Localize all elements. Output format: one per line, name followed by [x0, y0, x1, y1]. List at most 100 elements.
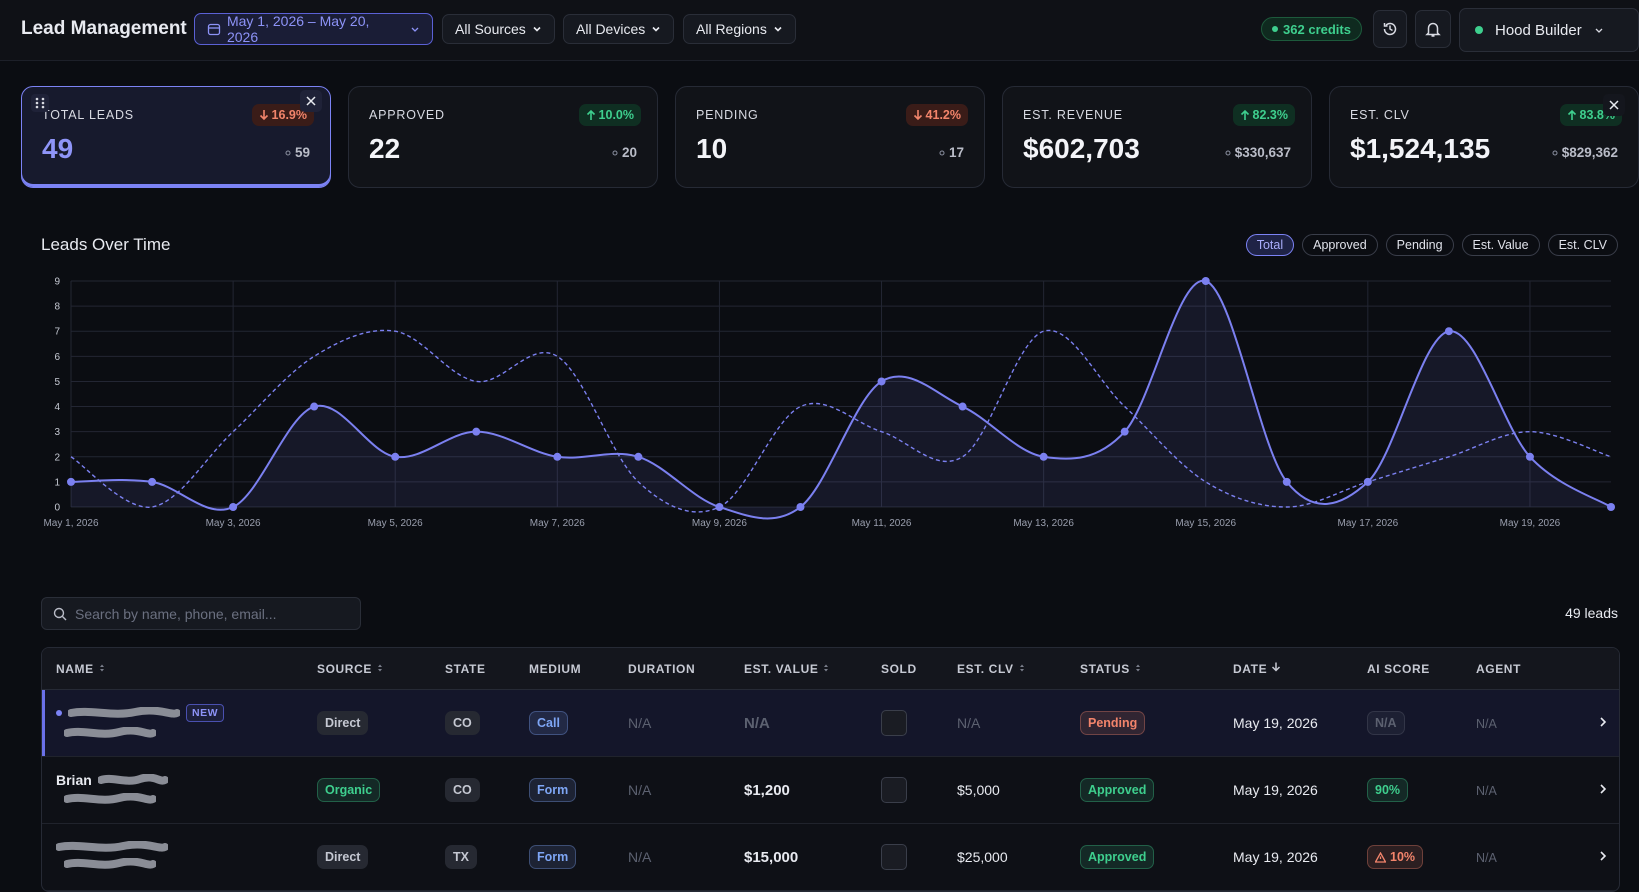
column-label: STATE — [445, 661, 486, 676]
series-area — [71, 280, 1611, 519]
column-label: AI SCORE — [1367, 661, 1430, 676]
previous-marker — [612, 150, 618, 155]
kpi-change: 10.0% — [578, 104, 641, 126]
kpi-card[interactable]: PENDING 41.2% 10 17 — [675, 86, 985, 188]
cell: TX — [431, 823, 515, 891]
kpi-card[interactable]: EST. CLV 83.8% $1,524,135 $829,362 — [1329, 86, 1639, 188]
sold-checkbox[interactable] — [881, 844, 907, 870]
cell-text: N/A — [1476, 717, 1497, 731]
column-header[interactable]: STATUS — [1066, 648, 1219, 690]
y-tick-label: 4 — [54, 402, 60, 413]
row-action[interactable] — [1584, 756, 1619, 824]
cell: N/A — [1353, 689, 1462, 757]
cell-text: $25,000 — [957, 849, 1008, 865]
filter-dropdown[interactable]: All Regions — [683, 14, 796, 44]
notifications-button[interactable] — [1415, 10, 1451, 48]
cell: $5,000 — [943, 756, 1066, 824]
cell: N/A — [730, 689, 867, 757]
cell: N/A — [1462, 823, 1584, 891]
sort-icon — [1135, 664, 1140, 671]
column-label: EST. VALUE — [744, 661, 819, 676]
date-range-picker[interactable]: May 1, 2026 – May 20, 2026 — [194, 13, 433, 45]
cell: May 19, 2026 — [1219, 756, 1353, 824]
pill-text: Direct — [325, 716, 361, 730]
cell: NEW — [42, 689, 303, 757]
redaction — [56, 841, 168, 852]
metric-toggle[interactable]: Total — [1245, 234, 1295, 256]
drag-handle[interactable] — [31, 94, 49, 112]
kpi-card[interactable]: EST. REVENUE 82.3% $602,703 $330,637 — [1002, 86, 1312, 188]
y-tick-label: 8 — [54, 302, 60, 313]
metric-toggle[interactable]: Approved — [1302, 234, 1378, 256]
table-body: NEW Direct CO Call N/A N/A N/A Pending May 19, 2… — [42, 689, 1619, 891]
history-button[interactable] — [1373, 10, 1407, 48]
filter-dropdown[interactable]: All Sources — [442, 14, 555, 44]
name-line: NEW — [56, 704, 302, 722]
column-header: MEDIUM — [515, 648, 614, 690]
search-box[interactable]: Search by name, phone, email... — [41, 597, 361, 630]
chart-title: Leads Over Time — [41, 235, 171, 254]
lead-row[interactable]: NEW Direct CO Call N/A N/A N/A Pending May 19, 2… — [42, 689, 1619, 757]
user-name: Hood Builder — [1495, 21, 1582, 39]
metric-toggle[interactable]: Est. Value — [1461, 234, 1540, 256]
lead-row[interactable]: Brian Organic CO Form N/A $1,200 $5,000 Approve… — [42, 756, 1619, 824]
filter-dropdown[interactable]: All Devices — [563, 14, 675, 44]
pill: Approved — [1080, 845, 1155, 869]
sold-checkbox[interactable] — [881, 710, 907, 736]
y-tick-label: 0 — [54, 503, 60, 514]
chevron-right — [1600, 851, 1607, 861]
cell-text: N/A — [744, 714, 770, 732]
column-header: AGENT — [1462, 648, 1584, 690]
search-placeholder: Search by name, phone, email... — [75, 605, 277, 622]
cell: $25,000 — [943, 823, 1066, 891]
metric-toggle[interactable]: Pending — [1385, 234, 1454, 256]
kpi-value: 22 — [369, 133, 401, 164]
column-header[interactable]: EST. CLV — [943, 648, 1066, 690]
header-row: NAME SOURCE STATE MEDIUM DURATION EST. VALUE S… — [42, 648, 1619, 690]
pill-text: 90% — [1375, 783, 1401, 797]
cell-text: May 19, 2026 — [1233, 849, 1318, 865]
sold-checkbox[interactable] — [881, 777, 907, 803]
kpi-value: $1,524,135 — [1350, 133, 1491, 164]
cell: May 19, 2026 — [1219, 689, 1353, 757]
trend-arrow — [1567, 109, 1576, 120]
credits: 362 credits — [1283, 21, 1351, 37]
pill: Form — [529, 845, 577, 869]
kpi-card[interactable]: APPROVED 10.0% 22 20 — [348, 86, 658, 188]
cell — [867, 756, 943, 824]
previous-marker — [939, 150, 945, 155]
row-action[interactable] — [1584, 823, 1619, 891]
column-header[interactable]: DATE — [1219, 648, 1353, 690]
trend-arrow — [1240, 109, 1249, 120]
cell: N/A — [614, 756, 730, 824]
trend-arrow — [586, 109, 595, 120]
kpi-value: 10 — [696, 133, 728, 164]
close-card-button[interactable] — [300, 90, 322, 112]
metric-toggle[interactable]: Est. CLV — [1547, 234, 1618, 256]
cell: 10% — [1353, 823, 1462, 891]
row-action[interactable] — [1584, 689, 1619, 757]
leads-table-wrap: NAME SOURCE STATE MEDIUM DURATION EST. VALUE S… — [41, 647, 1620, 892]
pill-text: 10% — [1390, 850, 1416, 864]
close-card-button[interactable] — [1603, 94, 1625, 116]
redaction — [97, 774, 168, 785]
kpi-previous-value: 59 — [294, 145, 310, 160]
lead-row[interactable]: Direct TX Form N/A $15,000 $25,000 Approved May… — [42, 823, 1619, 891]
cell: Direct — [303, 823, 431, 891]
column-header[interactable]: EST. VALUE — [730, 648, 867, 690]
column-label: MEDIUM — [529, 661, 582, 676]
column-header[interactable]: NAME — [42, 648, 303, 690]
data-point — [310, 402, 319, 411]
cell-text: $5,000 — [957, 782, 1000, 798]
kpi-card[interactable]: TOTAL LEADS 16.9% 49 59 — [21, 86, 331, 188]
pill-text: TX — [453, 850, 469, 864]
data-point — [1607, 503, 1615, 511]
y-tick-label: 5 — [54, 377, 60, 388]
column-header[interactable]: SOURCE — [303, 648, 431, 690]
kpi-change-value: 41.2% — [925, 108, 961, 122]
cell — [42, 823, 303, 891]
user-menu[interactable]: Hood Builder — [1459, 8, 1639, 52]
redaction — [63, 857, 157, 869]
previous-marker — [1225, 150, 1231, 155]
